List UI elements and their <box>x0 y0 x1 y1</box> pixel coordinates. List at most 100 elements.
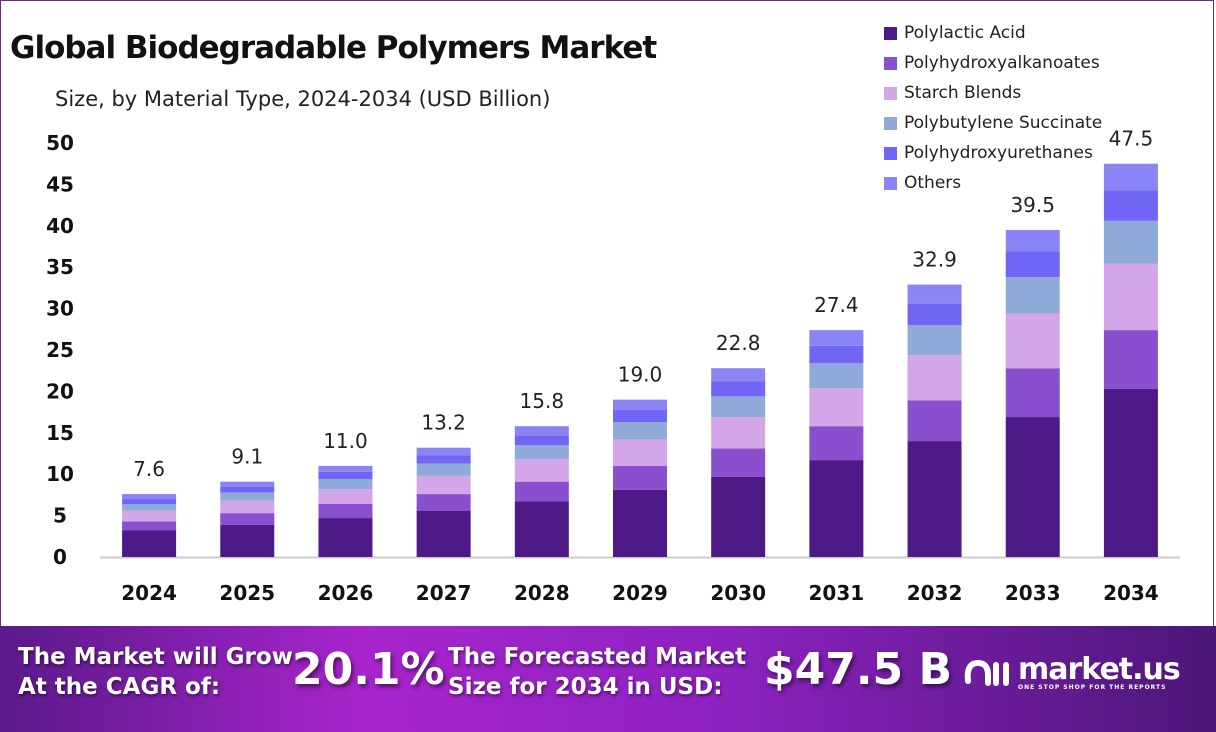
stacked-bar-chart: 051015202530354045507.620249.1202511.020… <box>46 127 1180 605</box>
bar-segment-polyhydroxyurethanes <box>416 455 471 464</box>
bar-segment-polylactic-acid <box>318 518 373 557</box>
bar-segment-others <box>711 368 766 382</box>
bar-segment-polylactic-acid <box>122 530 177 557</box>
bar-total-label: 7.6 <box>133 457 165 481</box>
bar-segment-polyhydroxyalkanoates <box>907 400 962 442</box>
legend-swatch <box>884 56 897 70</box>
y-tick-label: 15 <box>46 421 74 445</box>
legend-swatch <box>884 26 897 40</box>
bar-segment-polyhydroxyalkanoates <box>711 448 766 477</box>
x-tick-label: 2024 <box>121 581 177 605</box>
bar-segment-others <box>122 494 177 500</box>
bar-segment-starch-blends <box>1103 263 1158 331</box>
bar-segment-starch-blends <box>907 354 962 401</box>
forecast-label-line2: Size for 2034 in USD: <box>448 674 723 700</box>
bar-segment-others <box>613 399 667 410</box>
bar-segment-polylactic-acid <box>809 460 864 557</box>
x-tick-label: 2027 <box>416 581 472 605</box>
bar-segment-polyhydroxyalkanoates <box>318 504 373 519</box>
bar-segment-polyhydroxyalkanoates <box>613 465 667 490</box>
bar-segment-starch-blends <box>318 489 373 505</box>
y-tick-label: 25 <box>46 338 74 362</box>
bar-segment-starch-blends <box>122 510 177 522</box>
bar-segment-starch-blends <box>514 459 569 482</box>
bar-segment-polylactic-acid <box>416 510 471 557</box>
bar-total-label: 19.0 <box>618 363 663 387</box>
logo-icon <box>964 659 1009 686</box>
bar-segment-polybutylene-succinate <box>1103 220 1158 264</box>
bar-segment-polylactic-acid <box>1005 417 1060 557</box>
legend-label: Polyhydroxyurethanes <box>904 143 1093 163</box>
bar-segment-polyhydroxyalkanoates <box>416 494 471 511</box>
bar-segment-polyhydroxyurethanes <box>613 409 667 423</box>
legend-label: Others <box>904 173 962 193</box>
bar-segment-others <box>416 447 471 456</box>
bar-total-label: 47.5 <box>1109 127 1154 151</box>
bar-segment-polylactic-acid <box>1103 388 1158 557</box>
bar-total-label: 11.0 <box>323 429 368 453</box>
forecast-label: The Forecasted Market Size for 2034 in U… <box>448 642 746 702</box>
legend-item: Polylactic Acid <box>884 18 1102 48</box>
logo-name: market.us <box>1018 652 1181 687</box>
bar-segment-starch-blends <box>711 417 766 449</box>
bar-segment-polyhydroxyurethanes <box>514 435 569 446</box>
y-tick-label: 0 <box>53 545 67 569</box>
chart-subtitle: Size, by Material Type, 2024-2034 (USD B… <box>55 87 551 111</box>
y-tick-label: 20 <box>46 379 74 403</box>
bar-segment-starch-blends <box>220 500 275 514</box>
legend-label: Polylactic Acid <box>904 23 1026 43</box>
bar-segment-polyhydroxyurethanes <box>1103 190 1158 221</box>
bar-total-label: 15.8 <box>520 389 565 413</box>
bar-segment-polyhydroxyalkanoates <box>1103 330 1158 389</box>
legend-label: Polyhydroxyalkanoates <box>904 53 1100 73</box>
bar-total-label: 22.8 <box>716 331 761 355</box>
logo-tagline: ONE STOP SHOP FOR THE REPORTS <box>1018 684 1167 691</box>
bar-segment-polyhydroxyurethanes <box>907 303 962 326</box>
bar-total-label: 9.1 <box>231 445 263 469</box>
bar-segment-polybutylene-succinate <box>711 396 766 418</box>
bar-segment-polyhydroxyalkanoates <box>122 521 177 531</box>
legend-item: Polyhydroxyalkanoates <box>884 48 1102 78</box>
y-tick-label: 40 <box>46 214 74 238</box>
bar-total-label: 27.4 <box>814 293 859 317</box>
bar-segment-polylactic-acid <box>711 476 766 557</box>
x-tick-label: 2028 <box>514 581 570 605</box>
bar-segment-others <box>514 426 569 436</box>
bar-segment-polybutylene-succinate <box>809 363 864 389</box>
bar-segment-polyhydroxyurethanes <box>1005 251 1060 278</box>
legend-item: Starch Blends <box>884 78 1102 108</box>
cagr-value: 20.1% <box>292 644 445 695</box>
y-tick-label: 10 <box>46 462 74 486</box>
legend-swatch <box>884 116 897 130</box>
cagr-label: The Market will Grow At the CAGR of: <box>18 642 293 702</box>
forecast-label-line1: The Forecasted Market <box>448 644 747 670</box>
x-tick-label: 2030 <box>710 581 766 605</box>
bar-segment-polyhydroxyurethanes <box>318 471 373 480</box>
x-tick-label: 2029 <box>612 581 668 605</box>
y-tick-label: 50 <box>46 131 74 155</box>
x-tick-label: 2026 <box>318 581 374 605</box>
bar-segment-others <box>1005 229 1060 252</box>
y-tick-label: 45 <box>46 172 74 196</box>
bar-segment-polylactic-acid <box>907 441 962 557</box>
bar-segment-starch-blends <box>809 388 864 427</box>
legend-swatch <box>884 146 897 160</box>
bar-segment-starch-blends <box>416 475 471 495</box>
bar-segment-polyhydroxyurethanes <box>122 499 177 505</box>
bar-segment-polylactic-acid <box>220 524 275 557</box>
x-tick-label: 2031 <box>809 581 865 605</box>
bar-segment-polybutylene-succinate <box>613 422 667 440</box>
bar-segment-polyhydroxyurethanes <box>220 486 275 493</box>
bar-segment-polylactic-acid <box>613 489 667 557</box>
x-tick-label: 2034 <box>1103 581 1159 605</box>
bar-segment-polybutylene-succinate <box>1005 277 1060 314</box>
y-tick-label: 35 <box>46 255 74 279</box>
bar-segment-polyhydroxyalkanoates <box>514 481 569 502</box>
bar-segment-polyhydroxyurethanes <box>711 381 766 397</box>
cagr-label-line2: At the CAGR of: <box>18 674 221 700</box>
bar-segment-starch-blends <box>613 439 667 466</box>
cagr-label-line1: The Market will Grow <box>18 644 293 670</box>
bar-segment-others <box>809 330 864 346</box>
legend-item: Others <box>884 168 1102 198</box>
chart-frame <box>0 0 1214 626</box>
